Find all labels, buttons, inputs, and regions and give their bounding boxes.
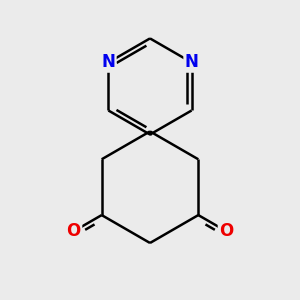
- Text: N: N: [185, 53, 199, 71]
- Text: O: O: [219, 222, 234, 240]
- Text: N: N: [101, 53, 115, 71]
- Text: O: O: [66, 222, 81, 240]
